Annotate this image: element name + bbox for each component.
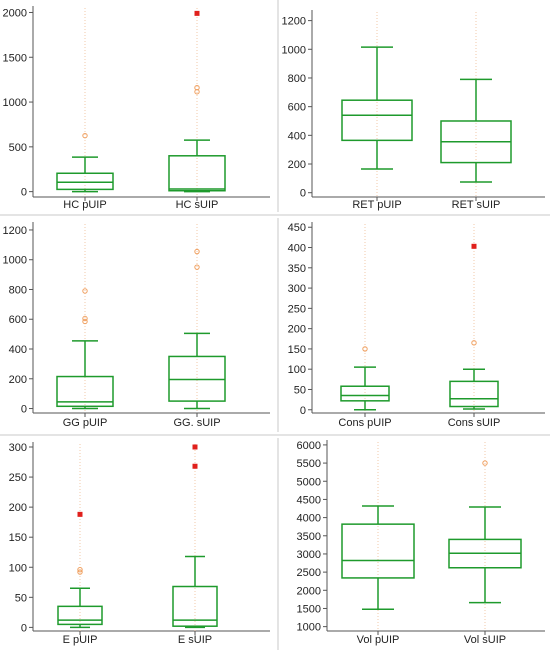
far-outlier-point xyxy=(192,444,198,450)
x-tick-label: GG. sUIP xyxy=(173,417,220,429)
far-outlier-point xyxy=(77,511,83,517)
outlier-point xyxy=(194,264,200,270)
y-tick-label: 200 xyxy=(288,324,306,336)
outlier-point xyxy=(77,566,83,573)
y-tick-label: 4500 xyxy=(297,494,321,506)
y-tick-label: 0 xyxy=(21,404,27,416)
box-iqr xyxy=(57,605,103,626)
y-tick-label: 400 xyxy=(288,130,306,142)
y-tick-label: 0 xyxy=(300,188,306,200)
y-tick-label: 150 xyxy=(9,532,27,544)
y-tick-label: 50 xyxy=(294,384,306,396)
x-tick-label: Cons sUIP xyxy=(448,417,501,429)
y-tick-label: 3000 xyxy=(297,549,321,561)
box-iqr xyxy=(341,523,415,579)
y-tick-label: 300 xyxy=(9,442,27,454)
y-tick-label: 1000 xyxy=(3,255,27,267)
y-tick-label: 800 xyxy=(9,284,27,296)
box-iqr xyxy=(168,155,226,192)
outlier-point xyxy=(77,569,83,575)
x-tick-label: E sUIP xyxy=(178,634,212,646)
y-tick-label: 1200 xyxy=(282,16,306,28)
outlier-point xyxy=(82,318,88,325)
y-tick-label: 2000 xyxy=(3,7,27,19)
y-tick-label: 5000 xyxy=(297,476,321,488)
outlier-point xyxy=(82,315,88,322)
y-tick-label: 800 xyxy=(288,73,306,85)
far-outlier-point xyxy=(192,463,198,469)
y-tick-label: 50 xyxy=(15,592,27,604)
y-tick-label: 250 xyxy=(288,303,306,315)
y-tick-label: 200 xyxy=(9,502,27,514)
x-tick-label: HC sUIP xyxy=(176,199,219,211)
y-tick-label: 500 xyxy=(9,142,27,154)
y-tick-label: 1000 xyxy=(3,97,27,109)
x-tick-label: HC pUIP xyxy=(63,199,106,211)
y-tick-label: 2000 xyxy=(297,585,321,597)
outlier-point xyxy=(482,460,488,466)
box-iqr xyxy=(56,375,114,408)
y-tick-label: 200 xyxy=(9,374,27,386)
x-tick-label: Vol sUIP xyxy=(464,634,506,646)
y-tick-label: 100 xyxy=(9,562,27,574)
y-tick-label: 350 xyxy=(288,263,306,275)
y-tick-label: 450 xyxy=(288,222,306,234)
far-outlier-point xyxy=(471,243,477,249)
y-tick-label: 150 xyxy=(288,344,306,356)
y-tick-label: 1500 xyxy=(3,52,27,64)
y-tick-label: 600 xyxy=(288,102,306,114)
box-iqr xyxy=(172,585,218,627)
y-tick-label: 200 xyxy=(288,159,306,171)
y-tick-label: 0 xyxy=(300,405,306,417)
x-tick-label: E pUIP xyxy=(63,634,98,646)
y-tick-label: 1500 xyxy=(297,603,321,615)
y-tick-label: 4000 xyxy=(297,513,321,525)
y-tick-label: 300 xyxy=(288,283,306,295)
outlier-point xyxy=(362,346,368,352)
x-tick-label: RET pUIP xyxy=(352,199,401,211)
y-tick-label: 0 xyxy=(21,187,27,199)
y-tick-label: 400 xyxy=(9,344,27,356)
y-tick-label: 600 xyxy=(9,314,27,326)
y-tick-label: 2500 xyxy=(297,567,321,579)
y-tick-label: 1000 xyxy=(297,622,321,634)
y-tick-label: 0 xyxy=(21,622,27,634)
y-tick-label: 100 xyxy=(288,364,306,376)
y-tick-label: 6000 xyxy=(297,440,321,452)
x-tick-label: GG pUIP xyxy=(63,417,108,429)
y-tick-label: 3500 xyxy=(297,531,321,543)
box-iqr xyxy=(449,380,499,408)
y-tick-label: 1000 xyxy=(282,44,306,56)
x-tick-label: Vol pUIP xyxy=(357,634,400,646)
outlier-point xyxy=(82,288,88,294)
outlier-point xyxy=(471,340,477,346)
far-outlier-point xyxy=(194,10,200,16)
y-tick-label: 250 xyxy=(9,472,27,484)
box-iqr xyxy=(340,385,390,402)
outlier-point xyxy=(82,132,88,139)
y-tick-label: 1200 xyxy=(3,225,27,237)
y-tick-label: 5500 xyxy=(297,458,321,470)
x-tick-label: RET sUIP xyxy=(452,199,501,211)
y-tick-label: 400 xyxy=(288,243,306,255)
box-iqr xyxy=(341,99,413,142)
x-tick-label: Cons pUIP xyxy=(338,417,391,429)
outlier-point xyxy=(194,248,200,255)
outlier-point xyxy=(194,85,200,91)
box-iqr xyxy=(56,172,114,191)
